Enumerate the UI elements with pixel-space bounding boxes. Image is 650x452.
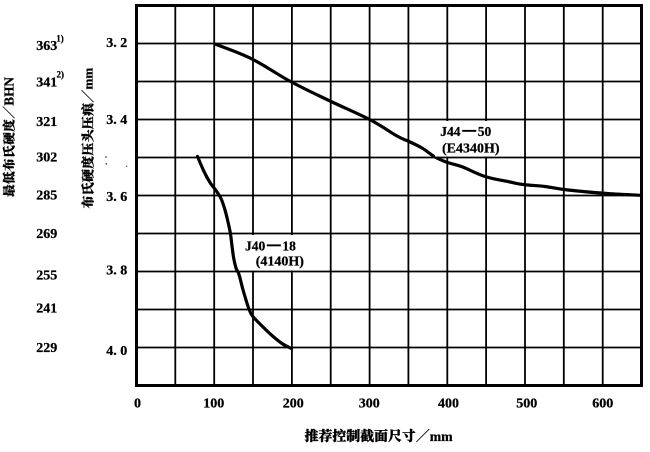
svg-text:302: 302 — [36, 151, 57, 166]
svg-text:J44: J44 — [440, 124, 461, 139]
svg-text:321: 321 — [36, 115, 57, 130]
svg-text:200: 200 — [283, 397, 304, 412]
svg-text:50: 50 — [478, 124, 492, 139]
svg-text:3. 6: 3. 6 — [106, 190, 127, 205]
svg-text:600: 600 — [592, 397, 613, 412]
svg-text:3. 2: 3. 2 — [106, 36, 127, 51]
svg-text:229: 229 — [36, 341, 57, 356]
svg-text:1): 1) — [56, 34, 64, 44]
svg-text:285: 285 — [36, 189, 57, 204]
svg-text:mm: mm — [81, 68, 96, 90]
svg-text:3. 4: 3. 4 — [106, 113, 127, 128]
svg-text:(E4340H): (E4340H) — [442, 141, 500, 156]
svg-text:2): 2) — [57, 69, 65, 79]
svg-text:241: 241 — [36, 302, 57, 317]
svg-text:100: 100 — [203, 397, 224, 412]
svg-text:mm: mm — [430, 429, 453, 444]
svg-text:500: 500 — [516, 397, 537, 412]
svg-text:3. 8: 3. 8 — [106, 264, 127, 279]
svg-text:J40: J40 — [245, 238, 266, 253]
svg-text:363: 363 — [36, 39, 57, 54]
svg-text:BHN: BHN — [2, 77, 17, 106]
svg-text:0: 0 — [134, 397, 141, 412]
svg-text:(4140H): (4140H) — [256, 255, 305, 270]
svg-text:4. 0: 4. 0 — [106, 344, 127, 359]
svg-text:269: 269 — [36, 227, 57, 242]
svg-text:300: 300 — [359, 397, 380, 412]
svg-text:255: 255 — [36, 268, 57, 283]
svg-text:341: 341 — [36, 76, 57, 91]
svg-text:18: 18 — [282, 238, 296, 253]
svg-text:400: 400 — [438, 397, 459, 412]
